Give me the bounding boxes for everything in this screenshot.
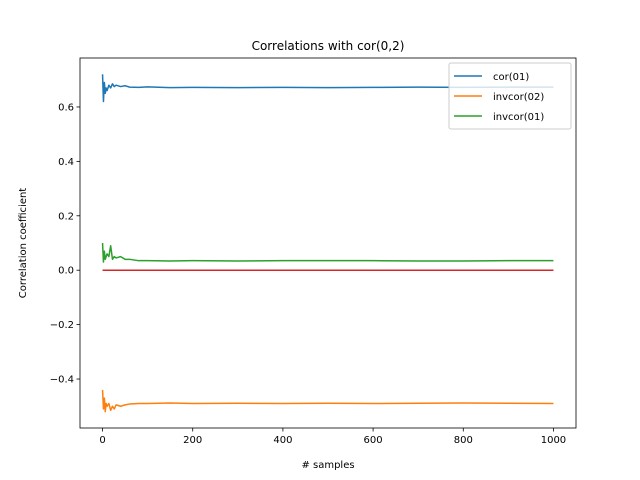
y-tick-label: 0.2 (58, 211, 74, 222)
y-tick-label: 0.0 (58, 266, 74, 277)
x-tick-label: 800 (454, 435, 473, 446)
y-axis-ticks: −0.4 −0.2 0.0 0.2 0.4 0.6 (50, 102, 80, 386)
legend-label: cor(01) (493, 72, 529, 83)
y-tick-label: 0.4 (58, 157, 74, 168)
x-axis-ticks: 0 200 400 600 800 1000 (99, 428, 566, 446)
x-tick-label: 1000 (541, 435, 566, 446)
y-tick-label: 0.6 (58, 102, 74, 113)
chart-title: Correlations with cor(0,2) (252, 39, 405, 53)
series-layer (101, 74, 554, 413)
x-tick-label: 400 (273, 435, 292, 446)
legend-label: invcor(01) (493, 112, 544, 123)
y-axis-label: Correlation coefficient (18, 188, 29, 299)
legend-box (448, 62, 572, 130)
y-tick-label: −0.4 (50, 375, 74, 386)
legend: cor(01) invcor(02) invcor(01) (448, 62, 572, 130)
y-tick-label: −0.2 (50, 320, 74, 331)
x-tick-label: 600 (364, 435, 383, 446)
plot-frame (79, 57, 577, 429)
legend-label: invcor(02) (493, 92, 544, 103)
x-axis-label: # samples (301, 460, 354, 471)
x-tick-label: 0 (99, 435, 105, 446)
series-line-1 (101, 389, 554, 413)
x-tick-label: 200 (183, 435, 202, 446)
series-line-2 (101, 242, 554, 263)
series-line-0 (101, 74, 554, 103)
